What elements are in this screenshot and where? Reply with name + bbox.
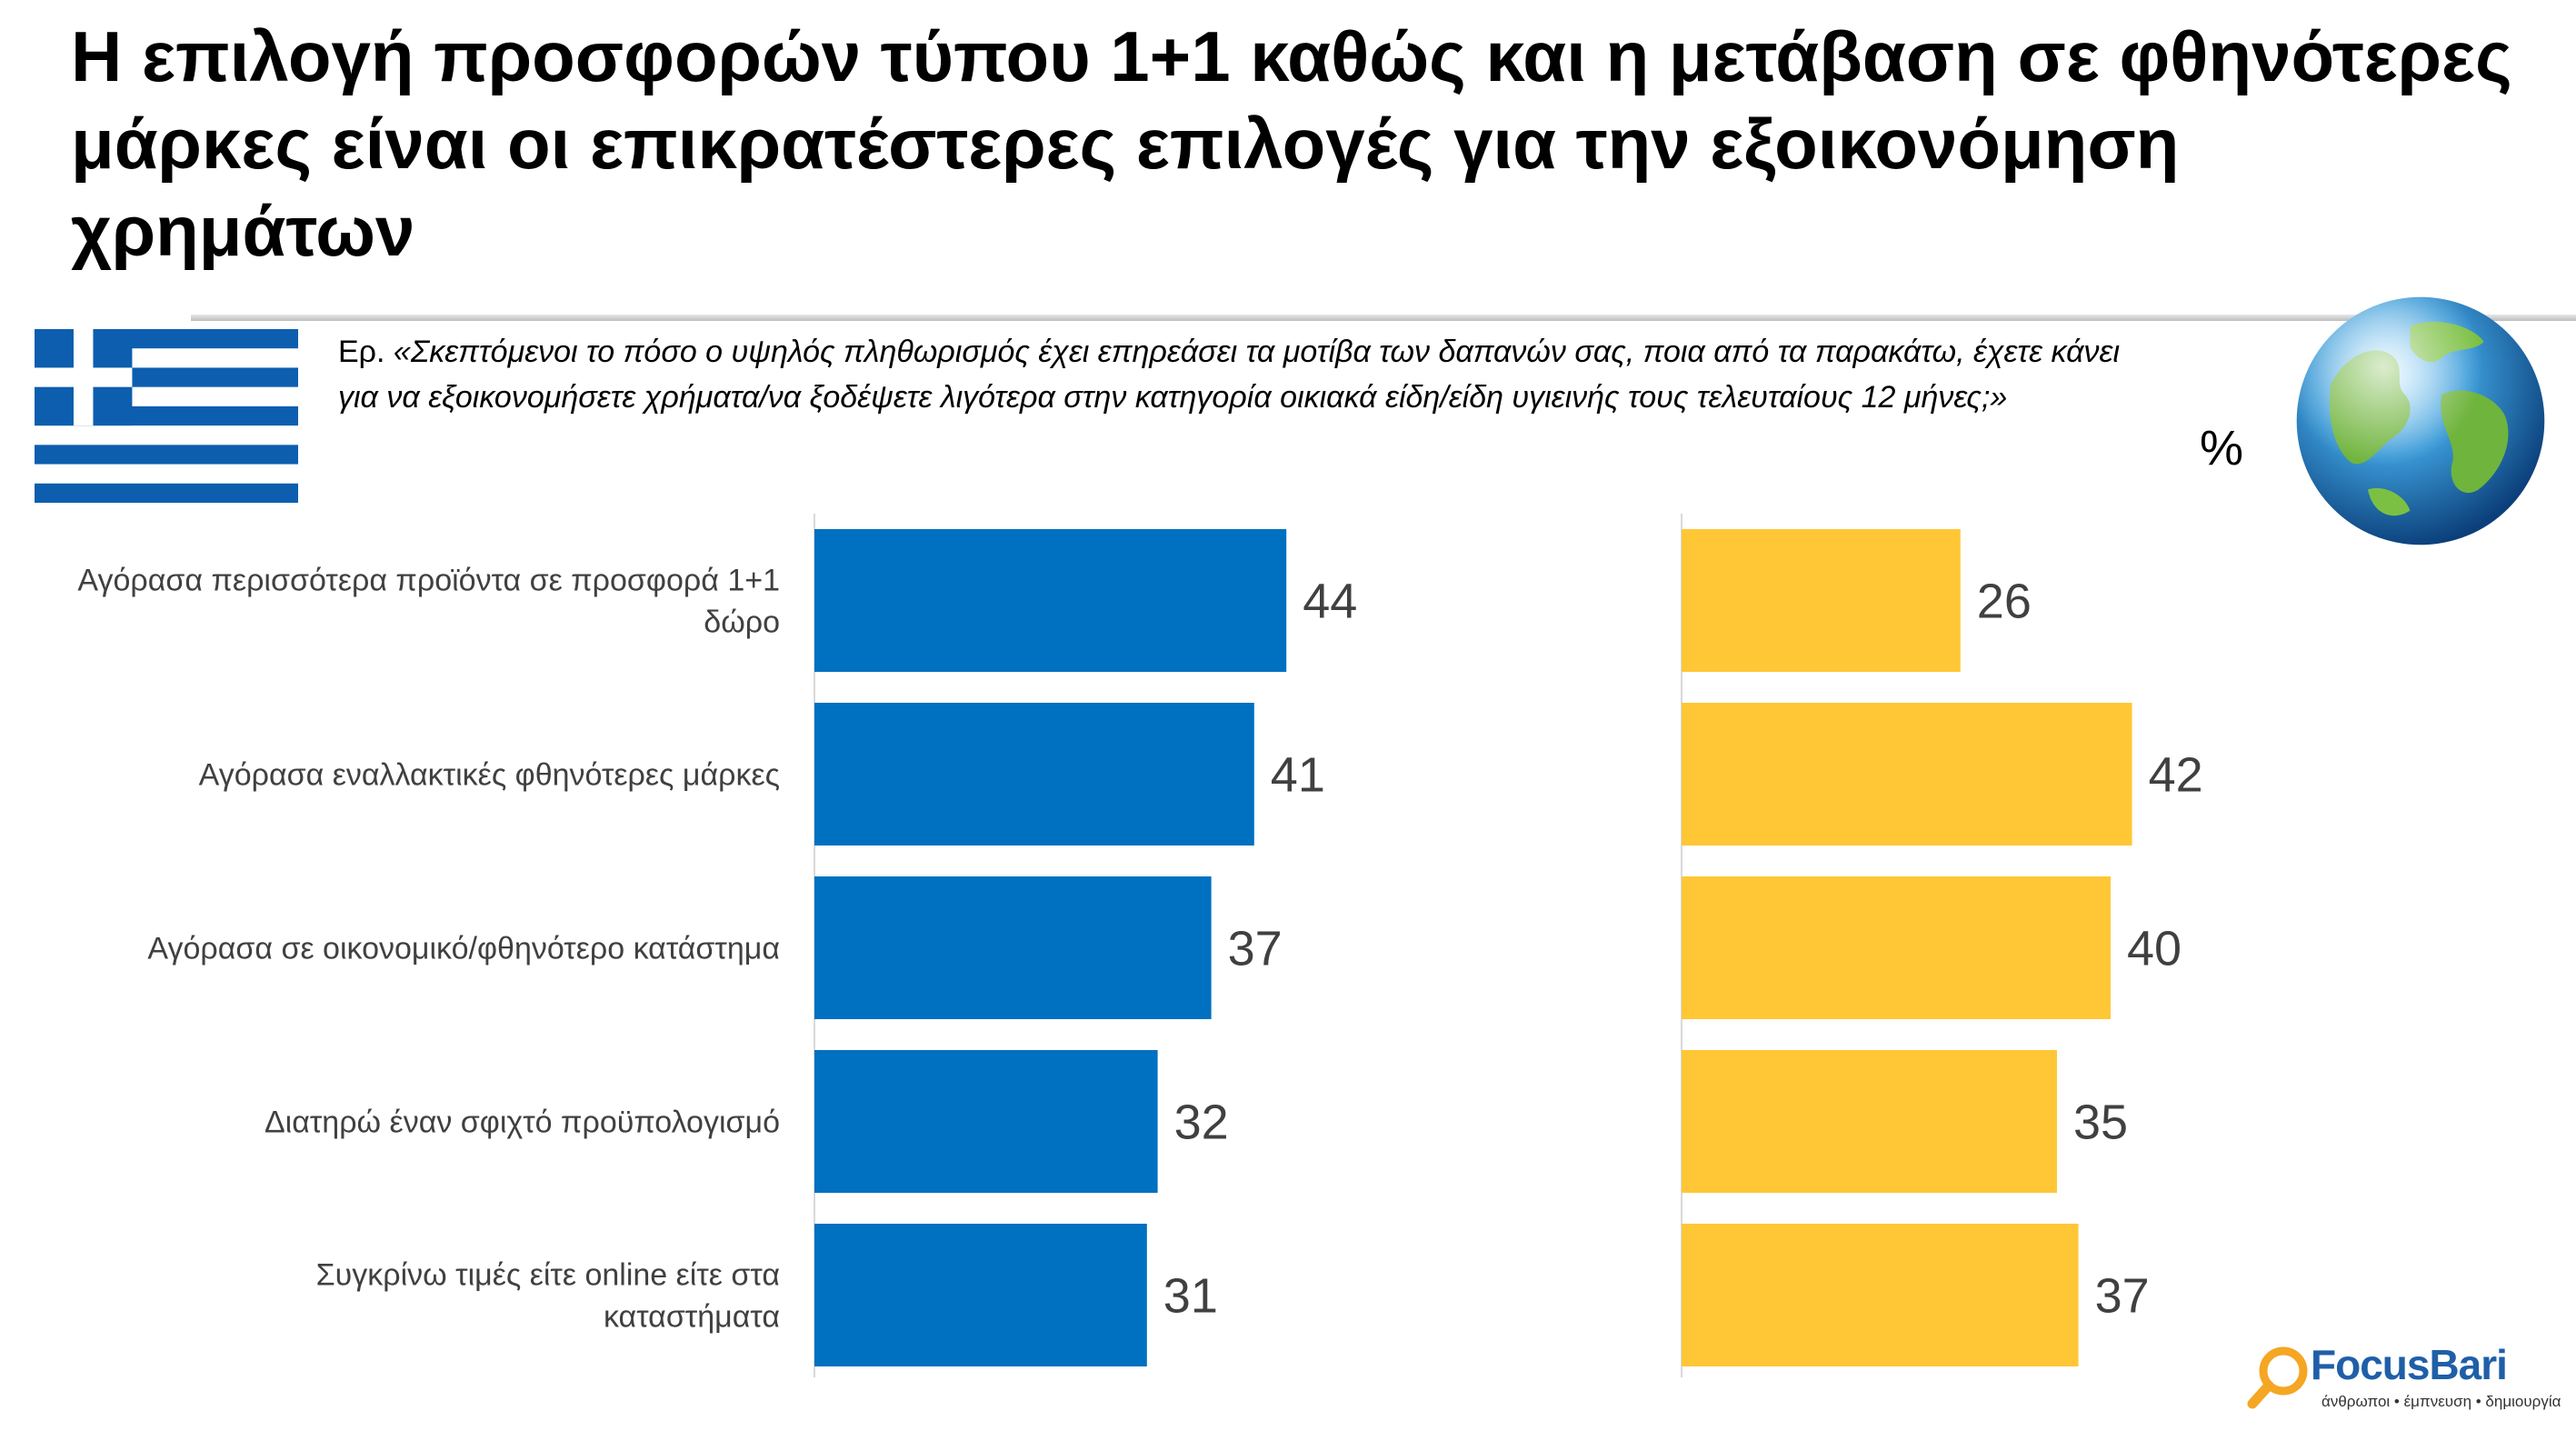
bar-series1 bbox=[814, 1050, 1158, 1193]
focusbari-logo: FocusBari άνθρωποι • έμπνευση • δημιουργ… bbox=[2245, 1340, 2561, 1427]
page-title: Η επιλογή προσφορών τύπου 1+1 καθώς και … bbox=[71, 16, 2512, 271]
data-label: 37 bbox=[1228, 922, 1283, 976]
bar-series2 bbox=[1682, 876, 2111, 1019]
category-label: Συγκρίνω τιμές είτε online είτε στα κατασ… bbox=[316, 1258, 780, 1335]
bar-series1 bbox=[814, 1224, 1147, 1366]
data-label: 41 bbox=[1271, 748, 1325, 803]
data-label: 31 bbox=[1163, 1269, 1218, 1324]
question-prefix: Ερ. bbox=[338, 335, 385, 369]
unit-label: % bbox=[2200, 421, 2244, 475]
bar-series1 bbox=[814, 703, 1254, 846]
title-divider bbox=[191, 315, 2576, 321]
data-label: 26 bbox=[1977, 575, 2032, 629]
data-label: 35 bbox=[2073, 1096, 2128, 1150]
bar-series2 bbox=[1682, 1050, 2057, 1193]
bar-series2 bbox=[1682, 703, 2132, 846]
data-label: 37 bbox=[2095, 1269, 2150, 1324]
category-label: Διατηρώ έναν σφιχτό προϋπολογισμό bbox=[265, 1106, 780, 1140]
bar-series1 bbox=[814, 876, 1212, 1019]
logo-tagline: άνθρωποι • έμπνευση • δημιουργία bbox=[2321, 1393, 2561, 1410]
category-label: Αγόρασα σε οικονομικό/φθηνότερο κατάστημ… bbox=[147, 932, 780, 966]
magnifier-icon bbox=[2247, 1346, 2308, 1409]
data-label: 32 bbox=[1174, 1096, 1229, 1150]
data-label: 44 bbox=[1303, 575, 1357, 629]
bar-series2 bbox=[1682, 529, 1961, 672]
question-text: «Σκεπτόμενοι το πόσο ο υψηλός πληθωρισμό… bbox=[338, 335, 2121, 415]
bar-series2 bbox=[1682, 1224, 2079, 1366]
data-label: 40 bbox=[2127, 922, 2182, 976]
logo-brand: FocusBari bbox=[2311, 1341, 2508, 1388]
bar-series1 bbox=[814, 529, 1287, 672]
category-label: Αγόρασα εναλλακτικές φθηνότερες μάρκες bbox=[199, 758, 780, 793]
survey-question: Ερ. «Σκεπτόμενοι το πόσο ο υψηλός πληθωρ… bbox=[338, 329, 2156, 420]
globe-icon bbox=[2296, 296, 2545, 545]
category-label: Αγόρασα περισσότερα προϊόντα σε προσφορά… bbox=[77, 564, 780, 640]
greece-flag-icon bbox=[35, 329, 298, 503]
data-label: 42 bbox=[2149, 748, 2203, 803]
